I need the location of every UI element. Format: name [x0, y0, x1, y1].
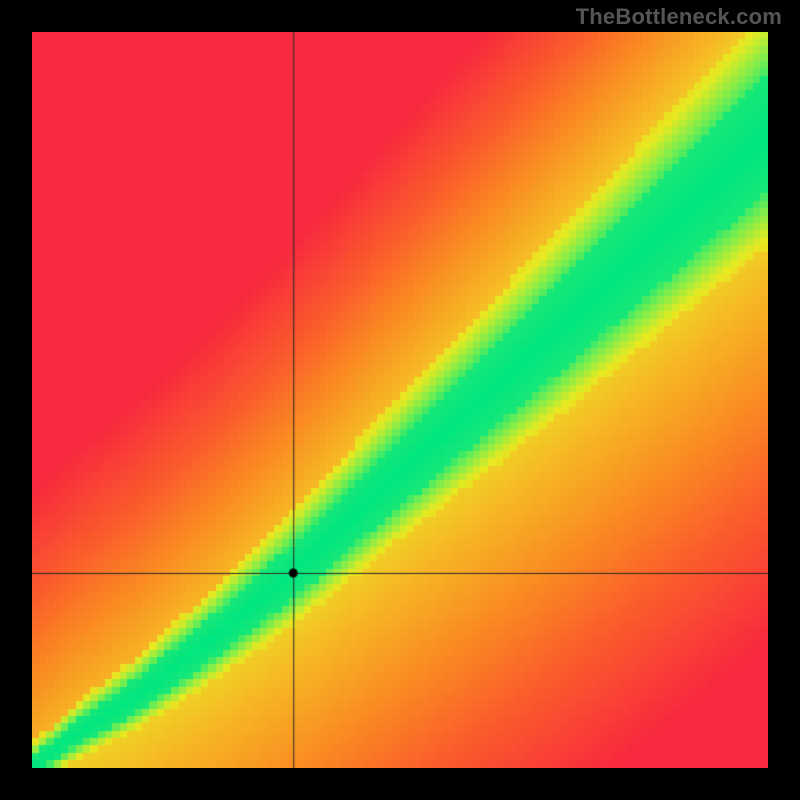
watermark-text: TheBottleneck.com — [576, 4, 782, 30]
bottleneck-heatmap-canvas — [32, 32, 768, 768]
chart-frame: TheBottleneck.com — [0, 0, 800, 800]
